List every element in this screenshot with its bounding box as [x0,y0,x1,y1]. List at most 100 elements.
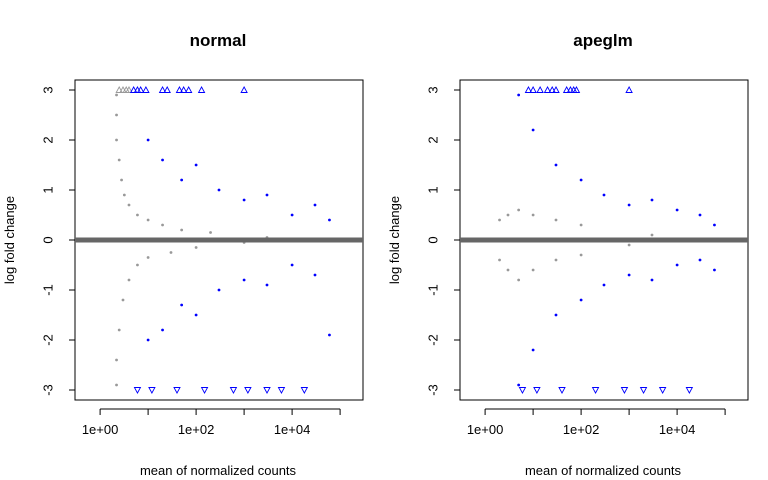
clipped-point-up [184,86,193,93]
x-tick-label: 1e+00 [82,422,119,437]
clipped-point-down [263,387,271,394]
significant-point [265,193,269,197]
nonsignificant-point [115,358,118,362]
nonsignificant-point [127,203,131,207]
y-tick-label: 2 [425,136,440,143]
clipped-point-up [625,86,633,93]
significant-point [698,213,702,217]
x-axis-apeglm: 1e+00 1e+02 1e+04 [467,408,726,437]
nonsignificant-point [136,213,139,217]
clipped-point-down [518,387,527,394]
significant-point [328,333,331,337]
panel-title-normal: normal [190,31,247,50]
clipped-point-down [639,387,648,394]
nonsignificant-point [127,278,131,282]
y-tick-label: -2 [40,334,55,346]
significant-point [602,283,606,287]
nonsignificant-point [579,253,583,257]
nonsignificant-point [554,218,558,222]
clipped-point-up [197,86,206,93]
significant-point [713,223,716,227]
significant-point [290,213,294,217]
clipped-point-up [536,86,544,93]
y-tick-label: -1 [425,284,440,296]
significant-point [531,128,535,132]
y-axis-normal: -3 -2 -1 0 1 2 3 [40,86,75,396]
significant-point [579,298,583,302]
significant-point [650,278,654,282]
nonsignificant-point [146,218,150,222]
significant-point [146,338,150,342]
clipped-point-down [277,387,286,394]
nonsignificant-point [146,256,150,259]
y-tick-label: -2 [425,334,440,346]
significant-point [627,273,631,277]
x-tick-label: 1e+04 [274,422,311,437]
significant-point [650,198,654,202]
clipped-point-down [300,387,309,394]
nonsignificant-point [506,213,510,217]
y-axis-label-normal: log fold change [2,196,17,284]
nonsignificant-point [122,193,126,197]
nonsignificant-point [120,178,123,182]
nonsignificant-point [517,208,521,212]
x-tick-label: 1e+04 [659,422,696,437]
significant-point [161,328,164,332]
panel-title-apeglm: apeglm [573,31,633,50]
x-axis-label-apeglm: mean of normalized counts [525,463,682,478]
significant-point [675,263,679,267]
significant-point [180,178,184,182]
y-tick-label: -3 [425,384,440,396]
nonsignificant-point [115,93,118,97]
clipped-point-up [129,86,138,93]
clipped-point-up [552,86,560,93]
significant-point [180,303,184,307]
clipped-point-up [175,86,184,93]
points-apeglm [498,86,716,394]
nonsignificant-point [650,233,654,237]
nonsignificant-point [194,246,198,249]
nonsignificant-point [121,298,125,302]
panel-apeglm: apeglm log fold change mean of normalize… [387,31,749,478]
clipped-point-up [158,86,167,93]
panel-normal: normal log fold change mean of normalize… [2,31,364,478]
clipped-point-down [685,387,694,394]
significant-point [517,93,521,97]
nonsignificant-point [115,138,118,142]
clipped-point-down [200,387,209,394]
significant-point [313,273,317,277]
clipped-point-up [240,86,248,93]
clipped-point-up [136,86,145,93]
clipped-point-down [229,387,238,394]
clipped-point-down [173,387,181,394]
clipped-point-up [163,86,171,93]
clipped-point-up [115,86,123,93]
significant-point [313,203,317,207]
significant-point [146,138,150,142]
clipped-point-up [572,86,581,93]
significant-point [531,348,535,352]
significant-point [242,198,246,202]
nonsignificant-point [506,268,510,272]
significant-point [517,383,521,387]
nonsignificant-point [209,231,212,234]
y-tick-label: -3 [40,384,55,396]
clipped-point-up [524,86,533,93]
clipped-point-down [591,387,600,394]
clipped-point-up [179,86,188,93]
x-tick-label: 1e+00 [467,422,504,437]
y-tick-label: 0 [425,236,440,243]
nonsignificant-point [117,328,121,332]
nonsignificant-point [579,223,583,227]
significant-point [265,283,269,287]
significant-point [242,278,246,282]
clipped-point-up [142,86,150,93]
significant-point [217,288,221,292]
significant-point [554,313,558,317]
significant-point [290,263,294,267]
significant-point [602,193,606,197]
clipped-point-down [148,387,156,394]
nonsignificant-point [161,223,164,227]
clipped-point-down [558,387,566,394]
